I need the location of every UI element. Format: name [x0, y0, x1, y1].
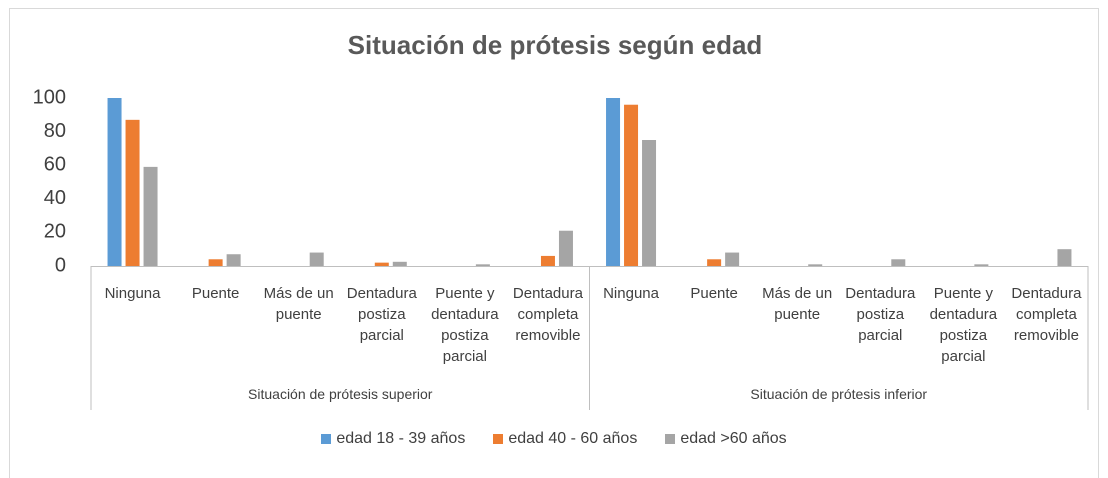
y-tick-label: 20	[44, 221, 66, 243]
bar	[475, 264, 490, 266]
x-tick-label: Dentadura completa removible	[1011, 285, 1082, 344]
legend-swatch	[493, 434, 504, 444]
chart-frame	[9, 8, 1099, 478]
x-tick-label: Puente	[191, 285, 240, 302]
x-tick-label: Puente	[690, 285, 738, 302]
bar	[309, 252, 324, 266]
bar	[226, 254, 241, 266]
bar	[125, 119, 140, 266]
bar	[725, 252, 740, 266]
bar	[808, 264, 823, 266]
x-tick-label: Más de un puente	[762, 285, 833, 323]
x-tick-label: Ninguna	[104, 285, 161, 302]
bar	[392, 261, 407, 266]
bar	[974, 264, 989, 266]
group-label: Situación de prótesis inferior	[750, 386, 928, 402]
bar	[891, 259, 906, 266]
x-tick-label: Dentadura postiza parcial	[346, 285, 417, 344]
bar	[1057, 249, 1072, 266]
bar	[143, 166, 158, 266]
legend-item: edad 40 - 60 años	[493, 430, 637, 448]
bar	[558, 230, 573, 266]
x-tick-label: Puente y dentadura postiza parcial	[929, 285, 998, 365]
chart-title: Situación de prótesis según edad	[348, 30, 763, 60]
legend-label: edad 18 - 39 años	[336, 430, 466, 447]
y-tick-label: 100	[33, 86, 66, 108]
bar	[540, 255, 555, 266]
bar	[374, 262, 389, 266]
bar	[624, 104, 639, 266]
x-tick-label: Puente y dentadura postiza parcial	[431, 285, 499, 365]
bar	[642, 140, 657, 266]
legend-swatch	[321, 434, 332, 444]
x-tick-label: Dentadura postiza parcial	[845, 285, 916, 344]
x-tick-label: Ninguna	[603, 285, 659, 302]
legend-item: edad 18 - 39 años	[321, 430, 465, 448]
y-tick-label: 60	[44, 153, 66, 175]
y-tick-label: 40	[44, 187, 66, 209]
bar	[208, 259, 223, 266]
y-tick-label: 0	[55, 254, 66, 276]
legend-item: edad >60 años	[665, 430, 787, 448]
legend-label: edad 40 - 60 años	[508, 430, 638, 447]
x-tick-label: Más de un puente	[263, 285, 334, 323]
x-tick-label: Dentadura completa removible	[512, 285, 583, 344]
y-tick-label: 80	[44, 120, 66, 142]
legend: edad 18 - 39 años edad 40 - 60 años edad >…	[0, 430, 1108, 448]
bar	[707, 259, 722, 266]
legend-label: edad >60 años	[680, 430, 787, 447]
bar	[606, 98, 621, 266]
group-label: Situación de prótesis superior	[248, 386, 433, 402]
legend-swatch	[665, 434, 676, 444]
bar	[107, 98, 122, 266]
